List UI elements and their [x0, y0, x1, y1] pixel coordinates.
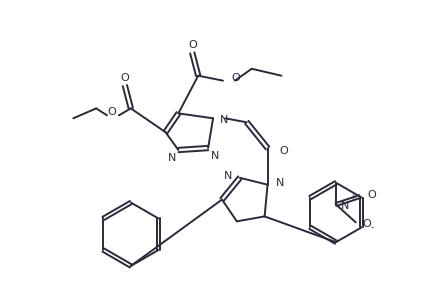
- Text: N: N: [168, 153, 176, 163]
- Text: +: +: [349, 192, 355, 202]
- Text: -: -: [371, 223, 374, 232]
- Text: O: O: [363, 219, 371, 229]
- Text: N: N: [220, 115, 229, 125]
- Text: N: N: [275, 178, 284, 188]
- Text: O: O: [188, 40, 197, 50]
- Text: O: O: [121, 73, 129, 83]
- Text: N: N: [211, 151, 220, 161]
- Text: N: N: [341, 202, 349, 212]
- Text: O: O: [231, 73, 240, 83]
- Text: O: O: [368, 190, 377, 200]
- Text: O: O: [108, 107, 116, 117]
- Text: N: N: [224, 171, 232, 181]
- Text: O: O: [279, 146, 288, 156]
